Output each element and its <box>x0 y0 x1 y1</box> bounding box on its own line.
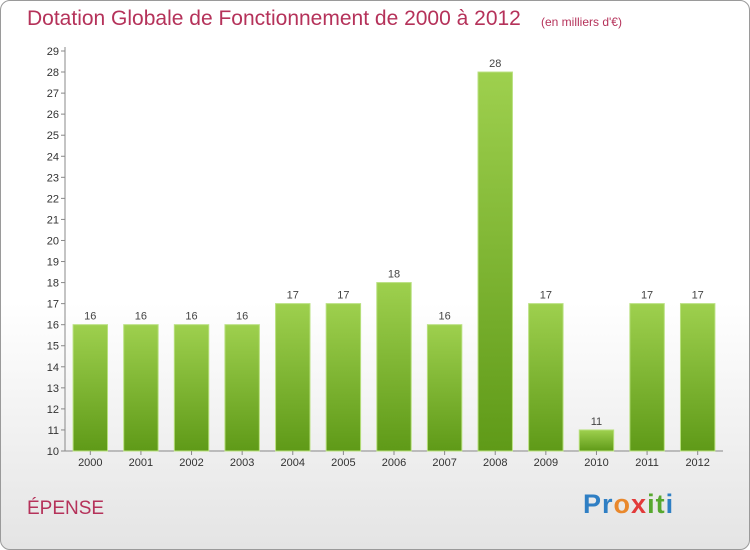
bar <box>578 429 615 452</box>
y-tick-label: 19 <box>47 257 59 269</box>
bar-value-label: 17 <box>641 290 653 302</box>
x-tick-label: 2010 <box>584 457 608 469</box>
bar-value-label: 16 <box>236 311 248 323</box>
x-tick-label: 2007 <box>432 457 456 469</box>
bar-value-label: 18 <box>388 269 400 281</box>
x-tick-label: 2008 <box>483 457 507 469</box>
x-tick-label: 2011 <box>635 457 659 469</box>
logo-letter: x <box>631 489 648 519</box>
bar-value-label: 17 <box>337 290 349 302</box>
y-tick-label: 11 <box>48 425 59 437</box>
bar-value-label: 16 <box>185 311 197 323</box>
commune-name: ÉPENSE <box>27 498 105 519</box>
y-tick-label: 22 <box>47 193 59 205</box>
y-tick-label: 27 <box>47 88 59 100</box>
bar <box>72 324 109 452</box>
y-tick-label: 16 <box>47 320 59 332</box>
logo-letter: i <box>647 489 656 519</box>
bar-value-label: 16 <box>135 311 147 323</box>
y-tick-label: 17 <box>47 299 59 311</box>
bar-value-label: 16 <box>438 311 450 323</box>
x-tick-label: 2012 <box>685 457 709 469</box>
bar <box>376 282 412 452</box>
bar <box>679 303 716 452</box>
y-tick-label: 18 <box>47 278 59 290</box>
x-tick-label: 2003 <box>230 457 254 469</box>
proxiti-logo[interactable]: Proxiti <box>583 489 674 520</box>
bar-value-label: 11 <box>591 416 602 428</box>
x-tick-label: 2006 <box>382 457 406 469</box>
x-tick-label: 2000 <box>78 457 102 469</box>
bar-value-label: 17 <box>692 290 704 302</box>
y-tick-label: 28 <box>47 67 59 79</box>
x-tick-label: 2002 <box>179 457 203 469</box>
bar-value-label: 17 <box>540 290 552 302</box>
logo-letter: P <box>583 489 603 519</box>
x-tick-label: 2009 <box>534 457 558 469</box>
x-tick-label: 2005 <box>331 457 355 469</box>
chart-subtitle: (en milliers d'€) <box>541 15 622 29</box>
y-tick-label: 23 <box>47 172 59 184</box>
bar <box>224 324 260 452</box>
bar <box>477 71 513 452</box>
y-tick-label: 25 <box>47 130 59 142</box>
bar <box>426 324 463 452</box>
x-tick-label: 2001 <box>129 457 153 469</box>
bar-value-label: 28 <box>489 58 501 70</box>
y-tick-label: 29 <box>47 46 59 58</box>
bar-value-label: 17 <box>287 290 299 302</box>
y-tick-label: 20 <box>47 235 59 247</box>
y-tick-label: 24 <box>47 151 59 163</box>
x-tick-label: 2004 <box>281 457 305 469</box>
logo-letter: t <box>655 489 666 519</box>
chart-title: Dotation Globale de Fonctionnement de 20… <box>27 7 521 30</box>
bar <box>528 303 564 452</box>
y-tick-label: 12 <box>47 404 59 416</box>
y-tick-label: 21 <box>47 214 59 226</box>
bar <box>173 324 210 452</box>
bar <box>325 303 362 452</box>
bar-value-label: 16 <box>84 311 96 323</box>
y-tick-label: 26 <box>47 109 59 121</box>
bar <box>275 303 311 452</box>
y-tick-label: 14 <box>47 362 59 374</box>
y-tick-label: 10 <box>47 446 59 458</box>
bar <box>123 324 159 452</box>
logo-letter: o <box>613 489 632 519</box>
logo-letter: i <box>665 489 675 519</box>
bar <box>629 303 665 452</box>
logo-letter: r <box>602 489 614 519</box>
y-tick-label: 15 <box>47 341 59 353</box>
y-tick-label: 13 <box>47 383 59 395</box>
